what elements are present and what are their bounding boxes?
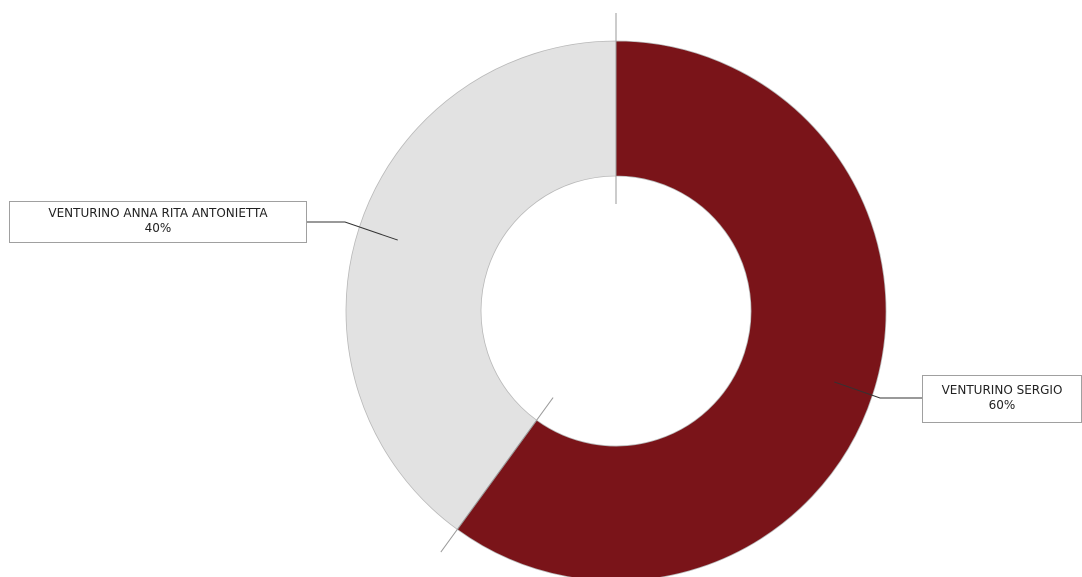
slice-label-percent: 60% <box>988 398 1016 412</box>
leader-line-0 <box>834 381 922 399</box>
slice-1 <box>345 40 617 530</box>
leader-line-1 <box>307 221 398 241</box>
slice-label-name: VENTURINO SERGIO <box>941 383 1063 397</box>
slice-label-venturino-sergio: VENTURINO SERGIO 60% <box>922 375 1082 423</box>
slice-label-name: VENTURINO ANNA RITA ANTONIETTA <box>48 206 268 220</box>
slice-label-percent: 40% <box>144 221 172 235</box>
slice-label-venturino-anna-rita-antonietta: VENTURINO ANNA RITA ANTONIETTA 40% <box>9 201 307 243</box>
slice-boundary-line-1 <box>440 397 554 553</box>
